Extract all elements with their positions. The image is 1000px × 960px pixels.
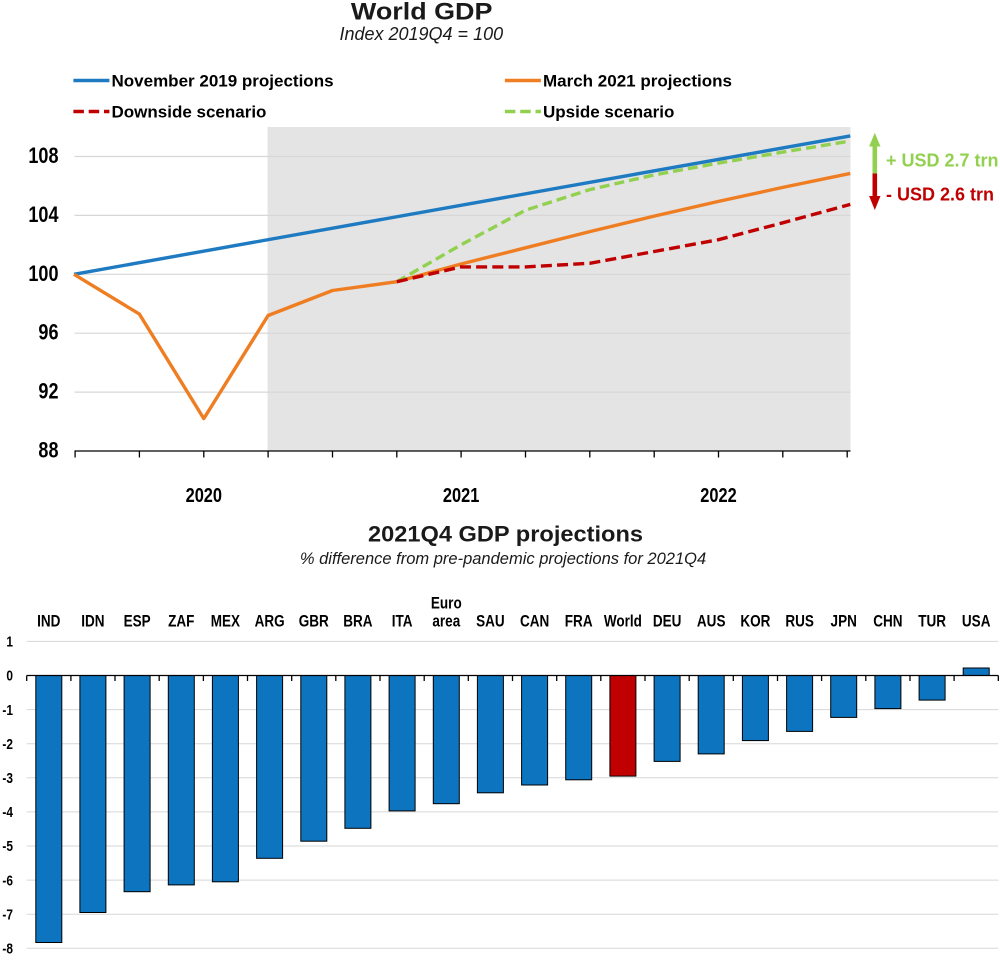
svg-text:% difference from pre-pandemic: % difference from pre-pandemic projectio…	[300, 550, 706, 568]
svg-text:USA: USA	[962, 612, 991, 631]
svg-text:World: World	[604, 612, 642, 631]
svg-text:100: 100	[28, 262, 58, 286]
svg-text:AUS: AUS	[697, 612, 726, 631]
svg-text:Upside scenario: Upside scenario	[543, 103, 674, 122]
svg-text:JPN: JPN	[831, 612, 857, 631]
svg-text:SAU: SAU	[476, 612, 505, 631]
svg-text:CAN: CAN	[520, 612, 549, 631]
svg-text:RUS: RUS	[785, 612, 814, 631]
svg-text:-3: -3	[2, 770, 13, 786]
svg-text:1: 1	[6, 633, 13, 649]
svg-text:108: 108	[28, 144, 58, 168]
svg-text:BRA: BRA	[343, 612, 372, 631]
svg-text:Downside scenario: Downside scenario	[112, 103, 267, 122]
svg-text:+ USD 2.7 trn: + USD 2.7 trn	[886, 151, 999, 171]
svg-text:104: 104	[28, 203, 59, 227]
svg-text:-6: -6	[2, 872, 13, 888]
svg-text:Index 2019Q4 = 100: Index 2019Q4 = 100	[339, 24, 503, 44]
svg-text:GBR: GBR	[299, 612, 329, 631]
svg-text:-5: -5	[2, 838, 13, 854]
svg-text:-2: -2	[2, 736, 13, 752]
svg-text:0: 0	[6, 668, 13, 684]
svg-text:-8: -8	[2, 940, 13, 955]
svg-text:November 2019 projections: November 2019 projections	[112, 72, 334, 91]
svg-text:Euro: Euro	[431, 594, 462, 613]
svg-text:ZAF: ZAF	[168, 612, 194, 631]
svg-text:CHN: CHN	[873, 612, 902, 631]
svg-text:area: area	[432, 612, 460, 631]
svg-text:ITA: ITA	[392, 612, 413, 631]
svg-text:IND: IND	[37, 612, 60, 631]
svg-text:KOR: KOR	[740, 612, 770, 631]
svg-text:2021Q4 GDP projections: 2021Q4 GDP projections	[368, 522, 643, 547]
svg-text:2022: 2022	[700, 483, 736, 506]
svg-text:96: 96	[38, 321, 58, 345]
svg-text:- USD 2.6 trn: - USD 2.6 trn	[886, 185, 994, 205]
svg-text:92: 92	[38, 380, 58, 404]
svg-text:2020: 2020	[186, 483, 222, 506]
svg-text:TUR: TUR	[918, 612, 946, 631]
svg-text:-1: -1	[2, 702, 13, 718]
svg-text:March 2021 projections: March 2021 projections	[543, 72, 732, 91]
svg-text:FRA: FRA	[565, 612, 593, 631]
svg-text:ARG: ARG	[255, 612, 285, 631]
svg-text:88: 88	[38, 439, 58, 463]
svg-text:2021: 2021	[443, 483, 479, 506]
svg-text:IDN: IDN	[81, 612, 104, 631]
svg-text:ESP: ESP	[124, 612, 151, 631]
svg-text:World GDP: World GDP	[351, 0, 493, 26]
svg-text:DEU: DEU	[653, 612, 682, 631]
svg-text:MEX: MEX	[211, 612, 240, 631]
svg-text:-4: -4	[2, 804, 13, 820]
svg-text:-7: -7	[2, 906, 13, 922]
